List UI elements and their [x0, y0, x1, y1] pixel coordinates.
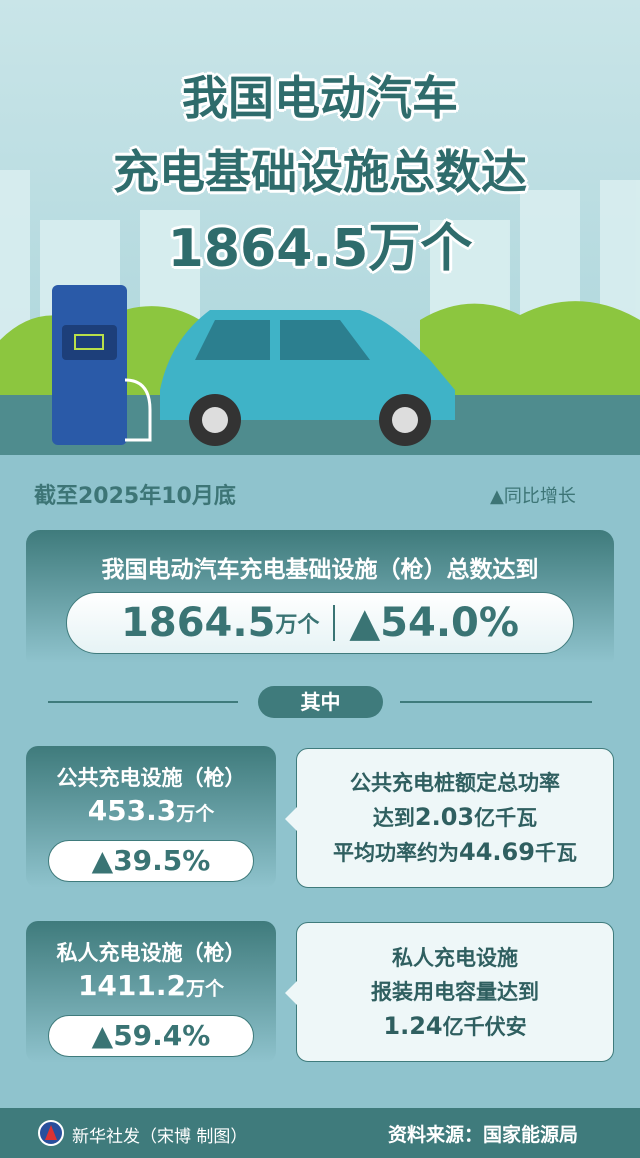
private-note: 私人充电设施 报装用电容量达到 1.24亿千伏安: [285, 922, 614, 1062]
total-value: 1864.5: [121, 600, 276, 646]
credit: 新华社发（宋博 制图）: [72, 1127, 248, 1147]
title-line-1: 我国电动汽车: [182, 71, 458, 125]
yoy-legend: ▲同比增长: [490, 486, 576, 507]
public-label: 公共充电设施（枪）: [56, 766, 246, 790]
divider: [333, 605, 336, 641]
total-card: 我国电动汽车充电基础设施（枪）总数达到 1864.5 万个 ▲54.0%: [26, 530, 614, 670]
title-line-3: 1864.5万个: [167, 219, 473, 279]
note-line: 公共充电桩额定总功率: [350, 771, 560, 795]
private-value: 1411.2: [77, 969, 187, 1002]
note-line: 报装用电容量达到: [371, 979, 539, 1004]
private-unit: 万个: [186, 978, 225, 1000]
private-card: 私人充电设施（枪） 1411.2万个 ▲59.4%: [26, 921, 276, 1063]
charger-icon: [52, 285, 127, 445]
note-line: 私人充电设施: [392, 945, 518, 970]
public-unit: 万个: [176, 803, 215, 825]
footer: 新华社发（宋博 制图） 资料来源：国家能源局: [0, 1108, 640, 1158]
divider-label: 其中: [258, 686, 383, 718]
private-value-row: 1411.2万个: [26, 969, 276, 1002]
total-pill: 1864.5 万个 ▲54.0%: [66, 592, 574, 654]
title-line-2: 充电基础设施总数达: [113, 145, 527, 199]
public-value: 453.3: [87, 794, 177, 827]
xinhua-logo-icon: [38, 1120, 64, 1146]
private-growth: ▲59.4%: [48, 1015, 254, 1057]
note-line: 达到2.03亿千瓦: [372, 803, 538, 831]
charging-car-illustration: [52, 285, 455, 446]
note-line: 平均功率约为44.69千瓦: [333, 838, 577, 866]
divider-line: [400, 701, 592, 703]
public-value-row: 453.3万个: [26, 794, 276, 827]
note-line: 1.24亿千伏安: [383, 1011, 527, 1040]
total-unit: 万个: [275, 613, 320, 638]
public-note: 公共充电桩额定总功率 达到2.03亿千瓦 平均功率约为44.69千瓦: [285, 748, 614, 888]
public-card: 公共充电设施（枪） 453.3万个 ▲39.5%: [26, 746, 276, 888]
source: 资料来源：国家能源局: [388, 1124, 579, 1146]
public-growth: ▲39.5%: [48, 840, 254, 882]
total-label: 我国电动汽车充电基础设施（枪）总数达到: [101, 557, 539, 583]
city-illustration: [0, 170, 640, 400]
divider-line: [48, 701, 238, 703]
as-of-date: 截至2025年10月底: [34, 484, 236, 509]
private-label: 私人充电设施（枪）: [56, 941, 246, 965]
total-growth: ▲54.0%: [349, 600, 519, 646]
